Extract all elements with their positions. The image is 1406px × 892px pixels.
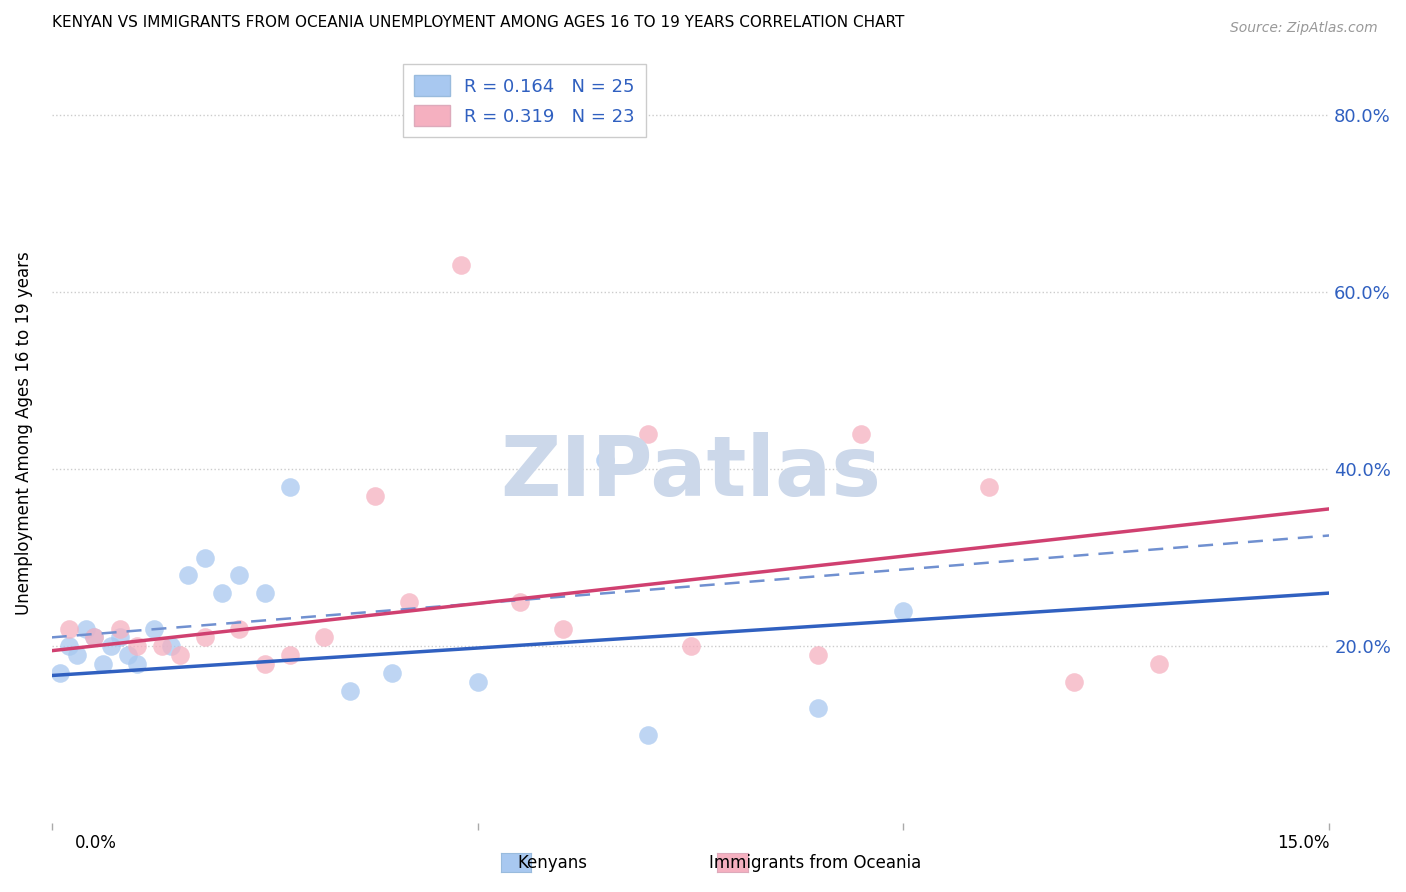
Point — [100, 639, 122, 653]
Point — [314, 631, 336, 645]
Point — [278, 480, 301, 494]
Point — [194, 550, 217, 565]
Text: KENYAN VS IMMIGRANTS FROM OCEANIA UNEMPLOYMENT AMONG AGES 16 TO 19 YEARS CORRELA: KENYAN VS IMMIGRANTS FROM OCEANIA UNEMPL… — [52, 15, 904, 30]
Point — [177, 568, 200, 582]
Point — [108, 622, 131, 636]
Point — [58, 639, 80, 653]
Point — [49, 665, 72, 680]
Point — [108, 631, 131, 645]
Text: 0.0%: 0.0% — [75, 834, 117, 852]
Point — [91, 657, 114, 671]
Point — [1147, 657, 1170, 671]
Point — [450, 258, 472, 272]
Point — [637, 728, 659, 742]
Point — [169, 648, 191, 662]
Point — [58, 622, 80, 636]
Text: 15.0%: 15.0% — [1277, 834, 1330, 852]
Point — [679, 639, 702, 653]
Point — [807, 648, 830, 662]
Point — [467, 674, 489, 689]
Point — [83, 631, 105, 645]
Point — [893, 604, 915, 618]
Point — [83, 631, 105, 645]
Point — [125, 639, 148, 653]
Point — [160, 639, 183, 653]
Point — [595, 453, 617, 467]
Text: ZIPatlas: ZIPatlas — [501, 432, 882, 513]
Point — [75, 622, 97, 636]
Point — [228, 622, 250, 636]
Point — [211, 586, 233, 600]
Y-axis label: Unemployment Among Ages 16 to 19 years: Unemployment Among Ages 16 to 19 years — [15, 252, 32, 615]
Point — [117, 648, 139, 662]
Point — [228, 568, 250, 582]
Point — [152, 639, 174, 653]
Point — [1063, 674, 1085, 689]
Point — [339, 683, 361, 698]
Point — [142, 622, 165, 636]
Text: Kenyans: Kenyans — [517, 854, 588, 871]
Point — [253, 657, 276, 671]
Text: Immigrants from Oceania: Immigrants from Oceania — [710, 854, 921, 871]
Point — [125, 657, 148, 671]
Point — [807, 701, 830, 715]
Point — [364, 489, 387, 503]
Point — [509, 595, 531, 609]
Point — [381, 665, 404, 680]
Point — [194, 631, 217, 645]
Legend: R = 0.164   N = 25, R = 0.319   N = 23: R = 0.164 N = 25, R = 0.319 N = 23 — [404, 64, 645, 136]
Point — [551, 622, 574, 636]
Point — [253, 586, 276, 600]
Point — [637, 426, 659, 441]
Point — [278, 648, 301, 662]
Text: Source: ZipAtlas.com: Source: ZipAtlas.com — [1230, 21, 1378, 35]
Point — [977, 480, 1000, 494]
Point — [398, 595, 420, 609]
Point — [849, 426, 872, 441]
Point — [66, 648, 89, 662]
